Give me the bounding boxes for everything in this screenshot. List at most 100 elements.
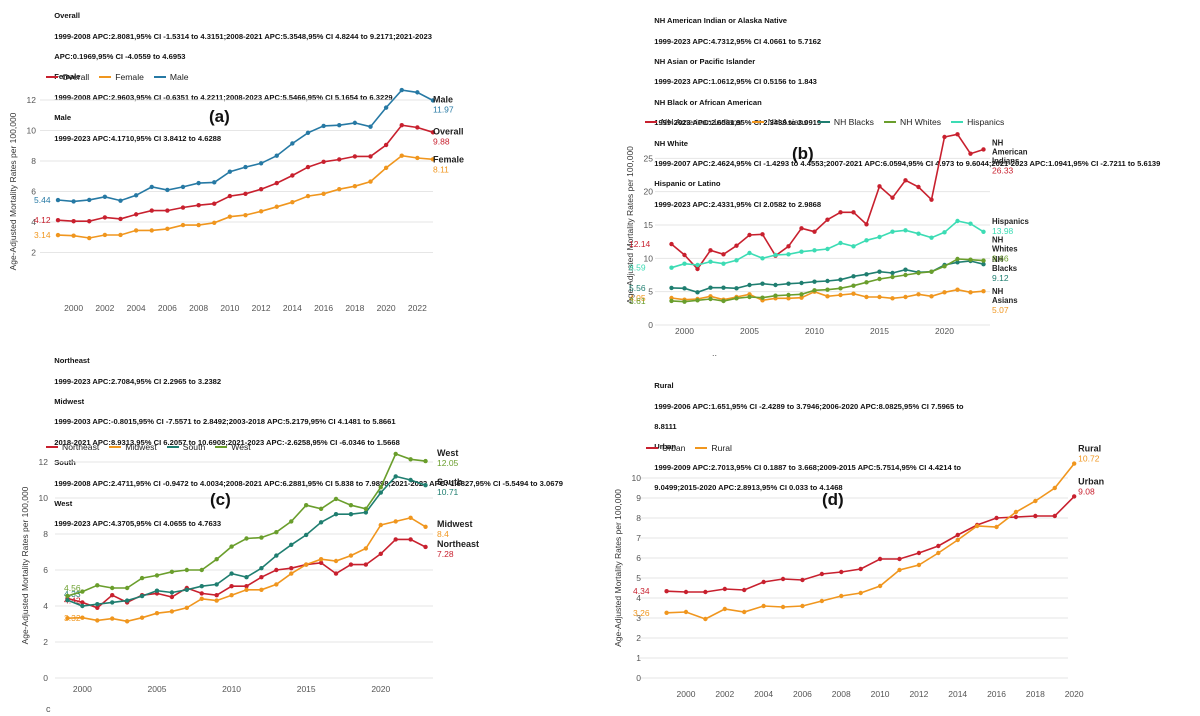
data-point	[154, 573, 160, 578]
data-point	[199, 567, 204, 573]
data-point	[695, 266, 700, 272]
data-point	[683, 589, 689, 595]
data-point	[71, 233, 76, 238]
data-point	[393, 474, 398, 479]
data-point	[363, 506, 369, 511]
data-point	[303, 562, 309, 567]
data-point	[149, 228, 154, 233]
data-point	[333, 496, 339, 502]
data-point	[383, 142, 389, 148]
legend-item: South	[166, 442, 205, 452]
data-point	[1052, 485, 1057, 491]
header-a-line: 1999-2008 APC:2.8081,95% CI -1.5314 to 4…	[54, 31, 432, 41]
data-point	[214, 582, 219, 587]
data-point	[378, 490, 383, 495]
header-d-line: 1999-2006 APC:1.651,95% CI -2.4289 to 3.…	[654, 401, 964, 411]
data-point	[290, 173, 295, 178]
data-point	[399, 153, 404, 158]
data-point	[139, 593, 145, 599]
data-point	[229, 584, 234, 589]
header-c-line: 2018-2021 APC:8.9313,95% CI 6.2057 to 10…	[54, 437, 400, 447]
data-point	[799, 280, 804, 286]
data-point	[243, 191, 248, 196]
data-point	[305, 193, 311, 199]
y-tick-label: 5	[648, 287, 653, 297]
data-point	[124, 585, 130, 591]
data-point	[133, 193, 139, 198]
legend-item: West	[215, 442, 251, 452]
data-point	[877, 234, 882, 240]
data-point	[95, 583, 100, 588]
series-end-name: Northeast	[437, 539, 479, 549]
data-point	[212, 180, 217, 185]
data-point	[274, 553, 279, 558]
x-tick-label: 2016	[314, 303, 333, 313]
end-value-label: 13.98	[992, 226, 1014, 236]
data-point	[393, 519, 398, 524]
data-point	[800, 603, 805, 609]
series-end-name: Blacks	[992, 264, 1018, 273]
legend-label: NH Asians	[767, 117, 808, 127]
data-point	[890, 229, 895, 234]
header-b-line: 1999-2023 APC:2.4331,95% CI 2.0582 to 2.…	[654, 199, 822, 209]
x-tick-label: 2020	[1065, 689, 1084, 699]
y-axis-label: Age-Adjusted Mortality Rates per 100,000	[8, 112, 18, 270]
data-point	[102, 194, 108, 200]
data-point	[290, 199, 295, 205]
data-point	[196, 203, 201, 208]
data-point	[243, 212, 248, 218]
data-point	[838, 292, 843, 298]
x-tick-label: 2006	[793, 689, 812, 699]
data-point	[916, 562, 922, 568]
data-point	[154, 611, 160, 616]
data-point	[274, 180, 279, 186]
data-point	[258, 187, 264, 192]
legend-item: NH Whites	[883, 117, 941, 127]
data-point	[916, 231, 921, 236]
y-tick-label: 8	[43, 529, 48, 539]
data-point	[133, 228, 139, 233]
data-point	[903, 228, 908, 233]
data-point	[184, 587, 190, 592]
data-point	[877, 276, 882, 282]
start-value-label: 8.59	[629, 263, 646, 273]
data-point	[415, 90, 420, 95]
header-d-line: Urban	[654, 442, 677, 452]
data-point	[669, 241, 674, 247]
header-c-line: Northeast	[54, 356, 90, 366]
data-point	[199, 591, 204, 596]
header-c-line: 1999-2023 APC:4.3705,95% CI 4.0655 to 4.…	[54, 519, 222, 529]
data-point	[87, 235, 92, 241]
data-point	[80, 600, 85, 605]
data-point	[55, 232, 61, 238]
data-point	[337, 187, 342, 192]
data-point	[274, 153, 279, 158]
data-point	[227, 214, 233, 219]
header-d: Rural 1999-2006 APC:1.651,95% CI -2.4289…	[650, 371, 1050, 493]
data-point	[799, 226, 804, 231]
data-point	[760, 281, 765, 286]
data-point	[118, 232, 123, 238]
data-point	[800, 577, 805, 583]
series-end-name: NH	[992, 287, 1004, 296]
data-point	[721, 252, 726, 257]
y-tick-label: 12	[39, 457, 49, 467]
legend-item: Rural	[695, 443, 732, 453]
data-point	[819, 571, 825, 577]
data-point	[415, 155, 420, 161]
data-point	[244, 536, 249, 541]
series-end-name: West	[437, 448, 458, 458]
x-tick-label: 2018	[1026, 689, 1045, 699]
data-point	[333, 558, 339, 564]
data-point	[430, 157, 436, 162]
data-point	[180, 222, 186, 228]
y-tick-label: 4	[636, 593, 641, 603]
data-point	[352, 183, 358, 189]
y-tick-label: 4	[43, 601, 48, 611]
data-point	[415, 125, 420, 130]
x-tick-label: 2020	[935, 326, 954, 336]
data-point	[864, 294, 869, 300]
data-point	[229, 571, 234, 576]
data-point	[348, 562, 354, 567]
